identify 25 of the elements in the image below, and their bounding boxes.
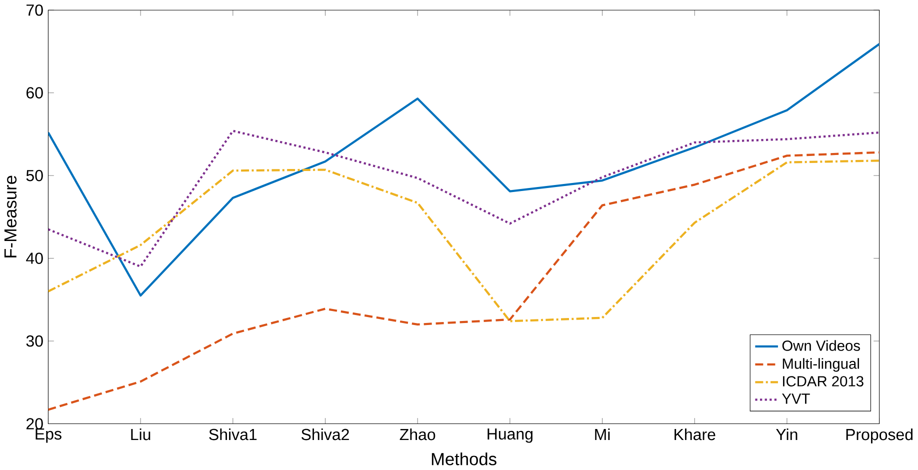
x-tick-label: Eps [36, 428, 62, 443]
x-axis-title: Methods [432, 452, 496, 466]
line-series [48, 151, 880, 411]
x-tick-label: Liu [131, 428, 150, 440]
x-tick-label: Khare [674, 428, 716, 440]
legend-label: YVT [782, 394, 810, 404]
y-tick-label: 60 [26, 87, 43, 99]
line-series [48, 130, 880, 268]
y-axis-title: F-Measure [4, 176, 17, 258]
x-tick-label: Mi [595, 428, 610, 440]
x-tick-label: Huang [488, 428, 532, 443]
y-tick-label: 30 [26, 336, 43, 347]
line-series [48, 160, 880, 322]
legend-label: Multi-lingual [782, 358, 859, 372]
x-tick-label: Proposed [846, 428, 913, 444]
y-tick-label: 70 [26, 4, 43, 16]
y-tick-label: 50 [26, 170, 43, 182]
x-tick-label: Zhao [400, 428, 436, 440]
x-tick-label: Shiva1 [209, 428, 257, 440]
line-series [48, 43, 880, 297]
legend-label: Own Videos [782, 340, 860, 352]
legend-label: ICDAR 2013 [783, 376, 864, 387]
x-tick-label: Yin [776, 428, 798, 440]
y-tick-label: 40 [26, 252, 43, 264]
x-tick-label: Shiva2 [302, 428, 349, 440]
